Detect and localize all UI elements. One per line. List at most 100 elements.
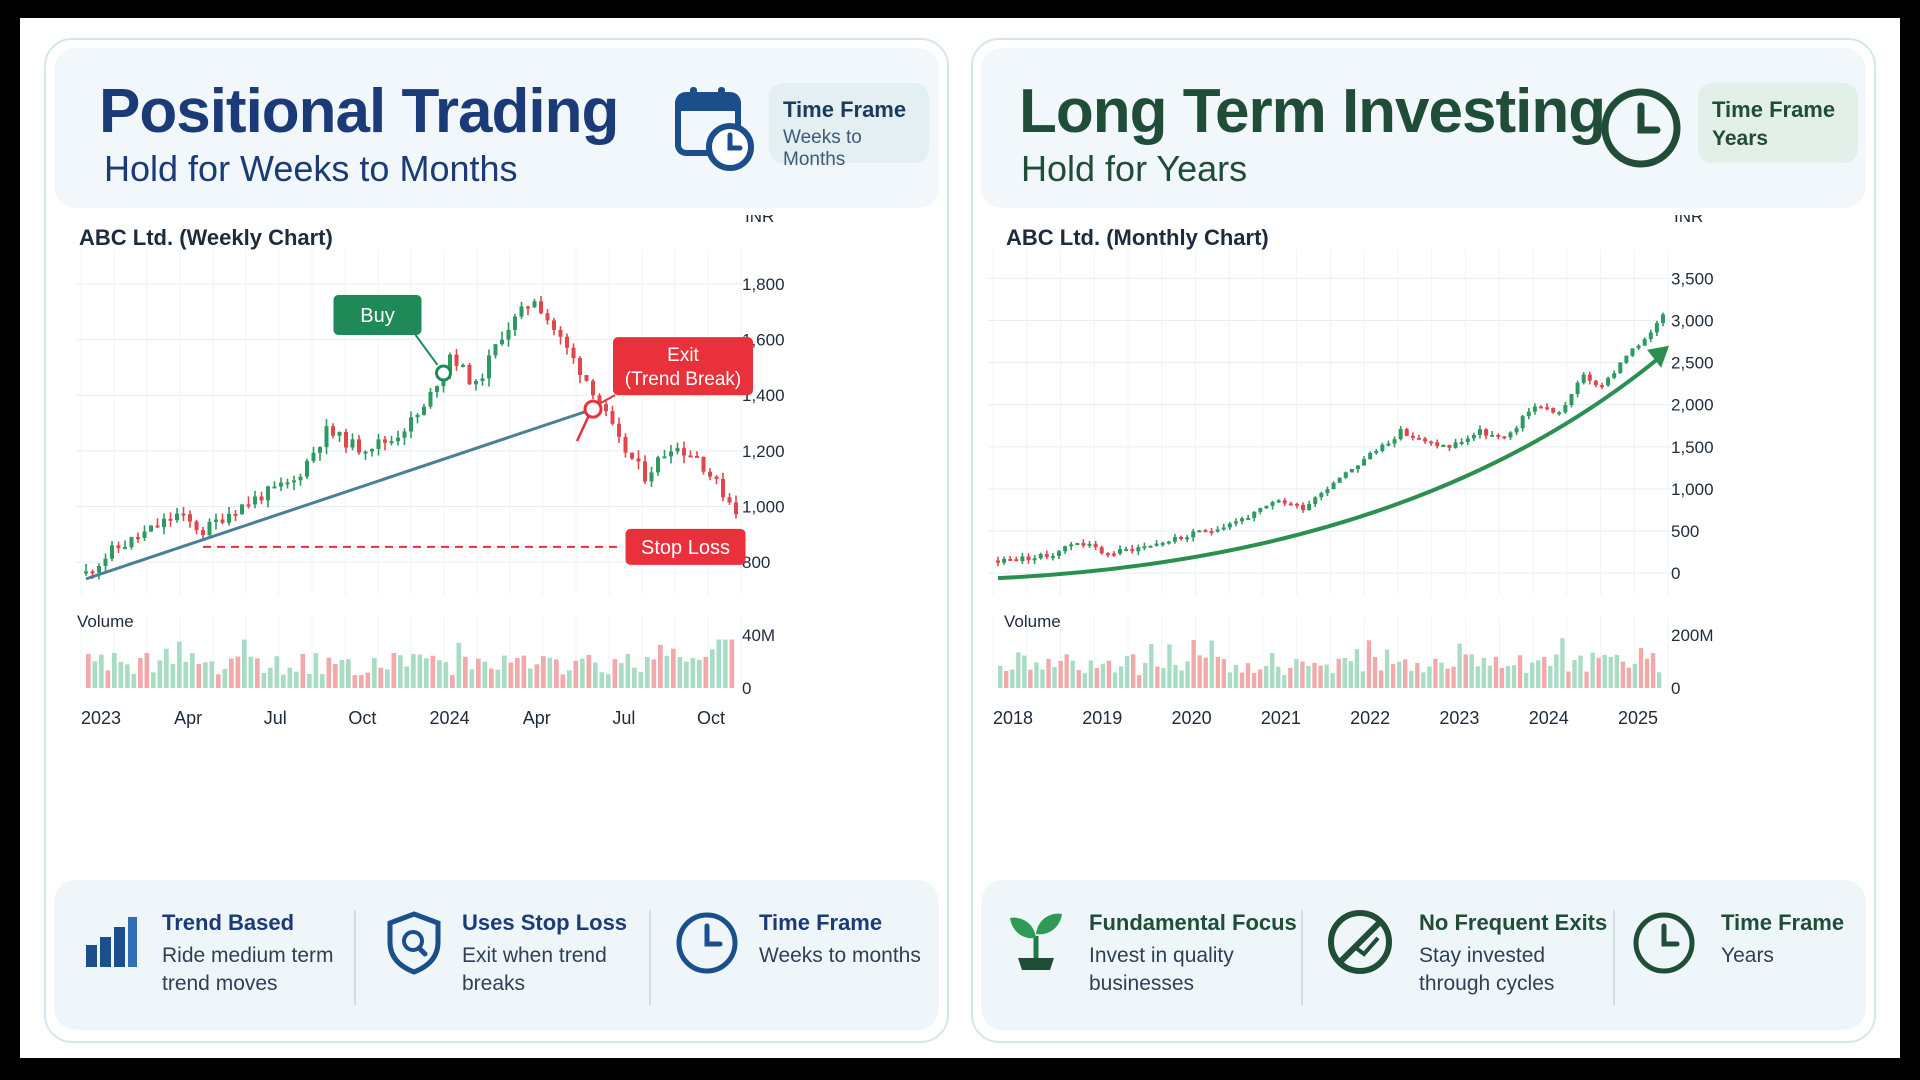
candle bbox=[643, 461, 647, 482]
buy-pointer bbox=[414, 334, 439, 366]
candle bbox=[1325, 489, 1330, 494]
candle bbox=[409, 417, 413, 432]
candle bbox=[1124, 549, 1129, 552]
left-header: Positional Trading Hold for Weeks to Mon… bbox=[54, 48, 939, 208]
volume-bar bbox=[1445, 668, 1450, 688]
stop-loss-label: Stop Loss bbox=[641, 537, 730, 559]
volume-bar bbox=[131, 673, 137, 688]
candle bbox=[487, 355, 491, 379]
volume-bar bbox=[1010, 669, 1015, 688]
y-tick-label: 1,500 bbox=[1671, 438, 1714, 457]
timeframe-label: Time Frame bbox=[1712, 97, 1836, 122]
feature-1-title: Fundamental Focus bbox=[1089, 910, 1297, 935]
volume-bar bbox=[1185, 661, 1190, 688]
volume-bar bbox=[255, 658, 260, 688]
volume-bar bbox=[677, 657, 683, 688]
volume-bar bbox=[521, 655, 527, 688]
chart-title: ABC Ltd. (Weekly Chart) bbox=[79, 225, 333, 250]
exit-label: (Trend Break) bbox=[625, 369, 742, 390]
candle bbox=[1575, 382, 1580, 395]
candle bbox=[376, 439, 381, 449]
clock-icon bbox=[1633, 912, 1695, 974]
volume-bar bbox=[560, 674, 566, 688]
volume-bar bbox=[203, 662, 208, 688]
candle bbox=[1252, 511, 1257, 518]
buy-marker bbox=[435, 364, 452, 382]
candle bbox=[337, 432, 342, 436]
candle bbox=[1319, 493, 1324, 498]
volume-bar bbox=[261, 672, 267, 688]
volume-bar bbox=[1306, 666, 1311, 688]
candle bbox=[996, 560, 1000, 563]
volume-bar bbox=[1523, 672, 1529, 688]
volume-bar bbox=[638, 671, 644, 688]
y-tick-label: 1,000 bbox=[742, 498, 785, 517]
divider bbox=[1613, 910, 1615, 1005]
candle bbox=[513, 316, 517, 330]
candle bbox=[357, 439, 361, 453]
candle bbox=[1044, 554, 1049, 557]
volume-bar bbox=[1294, 658, 1299, 688]
volume-bar bbox=[1052, 666, 1057, 688]
candle bbox=[1093, 543, 1098, 548]
volume-bar bbox=[1542, 657, 1547, 688]
volume-bar bbox=[1590, 652, 1595, 688]
volume-bar bbox=[1288, 667, 1293, 688]
candle bbox=[695, 455, 699, 458]
volume-bar bbox=[378, 667, 384, 688]
volume-bar bbox=[671, 648, 676, 688]
candle bbox=[1429, 441, 1434, 444]
candle bbox=[1551, 408, 1556, 413]
candle bbox=[402, 431, 407, 438]
volume-bar bbox=[274, 656, 280, 688]
volume-label: Volume bbox=[77, 612, 134, 631]
volume-bar bbox=[1505, 666, 1511, 688]
volume-bar bbox=[1028, 669, 1033, 688]
volume-bar bbox=[1324, 664, 1329, 688]
candle bbox=[1087, 543, 1092, 546]
feature-2-desc: Stay invested through cycles bbox=[1419, 944, 1555, 995]
volume-bar bbox=[1397, 661, 1402, 688]
candle bbox=[129, 537, 134, 548]
candle bbox=[1203, 530, 1208, 533]
y-tick-label: 2,000 bbox=[1671, 396, 1714, 415]
volume-bar bbox=[443, 662, 449, 688]
volume-bar bbox=[209, 661, 215, 688]
volume-bar bbox=[86, 653, 91, 688]
candle bbox=[591, 380, 595, 396]
candle bbox=[1471, 434, 1476, 439]
volume-bar bbox=[1403, 659, 1408, 688]
volume-bar bbox=[684, 661, 689, 688]
volume-bar bbox=[151, 672, 156, 688]
volume-bar bbox=[625, 653, 631, 688]
volume-bar bbox=[1221, 658, 1227, 688]
candle bbox=[1130, 549, 1135, 552]
feature-2-title: Uses Stop Loss bbox=[462, 910, 628, 935]
volume-bar bbox=[1124, 655, 1130, 688]
volume-bar bbox=[1390, 663, 1396, 688]
candle bbox=[389, 441, 394, 444]
volume-bar bbox=[1433, 658, 1438, 688]
volume-bar bbox=[1161, 667, 1166, 688]
volume-bar bbox=[1566, 671, 1571, 688]
volume-bar bbox=[430, 655, 436, 688]
volume-bar bbox=[92, 661, 98, 688]
divider bbox=[1301, 910, 1303, 1005]
candle bbox=[1654, 323, 1659, 333]
volume-bar bbox=[658, 644, 663, 688]
volume-bar bbox=[1493, 656, 1499, 688]
candle bbox=[493, 344, 498, 356]
candle bbox=[1484, 429, 1489, 436]
volume-bar bbox=[1348, 661, 1353, 688]
volume-bar bbox=[1475, 666, 1480, 688]
candle bbox=[1362, 459, 1367, 466]
candle bbox=[1258, 508, 1263, 512]
candle bbox=[305, 460, 309, 477]
volume-bar bbox=[1179, 670, 1184, 688]
candle bbox=[1179, 537, 1184, 540]
volume-bar bbox=[1149, 644, 1154, 688]
timeframe-value: Weeks to Months bbox=[783, 127, 862, 170]
volume-bar bbox=[1088, 660, 1094, 688]
trend-arrow-head bbox=[1647, 345, 1670, 368]
candle bbox=[1630, 348, 1635, 356]
